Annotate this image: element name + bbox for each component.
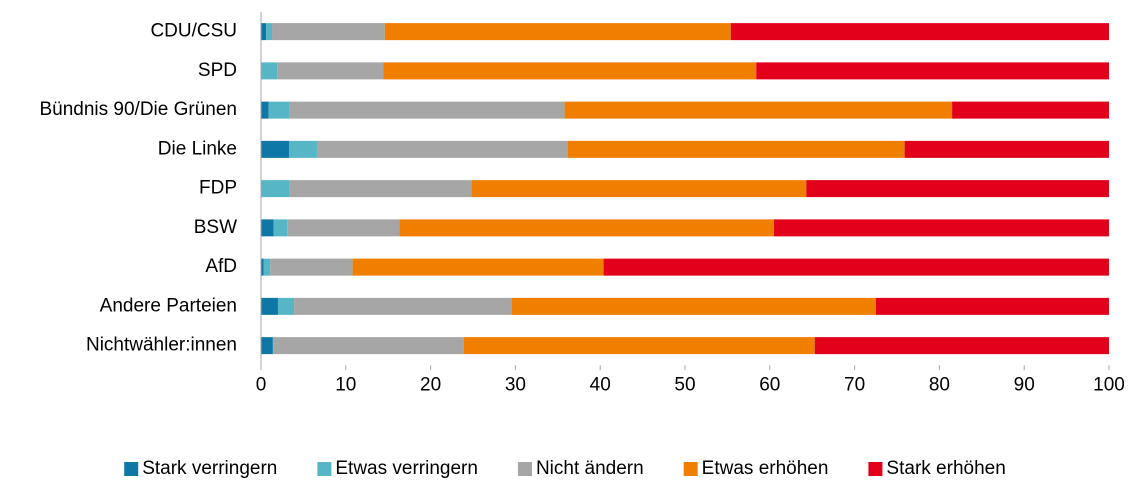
bar-segment	[289, 101, 565, 119]
x-tick-label: 80	[929, 374, 950, 395]
category-label: Andere Parteien	[100, 295, 237, 316]
x-tick-label: 20	[420, 374, 441, 395]
bar-segment	[268, 101, 290, 119]
bar-segment	[288, 140, 317, 158]
bar-segment	[952, 101, 1109, 119]
bar-segment	[277, 62, 384, 80]
bar-segment	[774, 219, 1109, 237]
bar-segment	[471, 180, 807, 198]
bar-segment	[730, 23, 1109, 41]
x-tick-label: 90	[1014, 374, 1035, 395]
bar-segment	[904, 140, 1109, 158]
bar-segment	[272, 23, 385, 41]
category-label: FDP	[199, 178, 237, 199]
x-tick-label: 0	[256, 374, 267, 395]
bar-segment	[277, 297, 295, 315]
bar-segment	[383, 62, 757, 80]
bar-segment	[261, 258, 264, 276]
category-label: SPD	[198, 60, 237, 81]
x-tick-label: 40	[590, 374, 611, 395]
legend-label: Nicht ändern	[536, 458, 644, 479]
legend-swatch	[317, 462, 332, 476]
bar-segment	[352, 258, 604, 276]
bar-segment	[273, 337, 464, 355]
category-label: BSW	[194, 217, 237, 238]
legend-label: Stark erhöhen	[886, 458, 1005, 479]
bar-segment	[261, 101, 269, 119]
bar-segment	[261, 23, 267, 41]
bar-segment	[512, 297, 876, 315]
legend-swatch	[683, 462, 698, 476]
x-tick-label: 70	[844, 374, 865, 395]
bar-segment	[261, 180, 290, 198]
legend-swatch	[868, 462, 883, 476]
bar-segment	[289, 180, 472, 198]
category-label: Die Linke	[158, 138, 237, 159]
bar-segment	[261, 140, 289, 158]
bar-segment	[806, 180, 1109, 198]
bar-segment	[294, 297, 513, 315]
bar-segment	[273, 219, 288, 237]
category-label: AfD	[205, 256, 237, 277]
bar-segment	[399, 219, 775, 237]
category-label: Nichtwähler:innen	[86, 335, 237, 356]
legend-swatch	[124, 462, 139, 476]
x-tick-label: 10	[335, 374, 356, 395]
legend-label: Etwas erhöhen	[702, 458, 829, 479]
category-label: CDU/CSU	[150, 21, 237, 42]
bar-segment	[564, 101, 953, 119]
bar-segment	[272, 337, 274, 355]
bar-segment	[287, 219, 400, 237]
bar-segment	[756, 62, 1109, 80]
bar-segment	[814, 337, 1109, 355]
legend-label: Stark verringern	[142, 458, 277, 479]
x-tick-label: 50	[674, 374, 695, 395]
bar-segment	[316, 140, 568, 158]
bar-segment	[261, 219, 274, 237]
x-tick-label: 30	[505, 374, 526, 395]
bar-segment	[384, 23, 731, 41]
bar-segment	[261, 297, 278, 315]
bar-segment	[463, 337, 815, 355]
bar-segment	[567, 140, 905, 158]
bar-segment	[263, 258, 271, 276]
bar-segment	[266, 23, 273, 41]
bar-segment	[603, 258, 1109, 276]
legend-label: Etwas verringern	[335, 458, 478, 479]
x-tick-label: 60	[759, 374, 780, 395]
x-tick-label: 100	[1093, 374, 1125, 395]
bar-segment	[875, 297, 1109, 315]
category-label: Bündnis 90/Die Grünen	[39, 99, 237, 120]
bar-segment	[270, 258, 353, 276]
bar-segment	[261, 337, 273, 355]
legend-swatch	[517, 462, 532, 476]
bar-segment	[261, 62, 278, 80]
